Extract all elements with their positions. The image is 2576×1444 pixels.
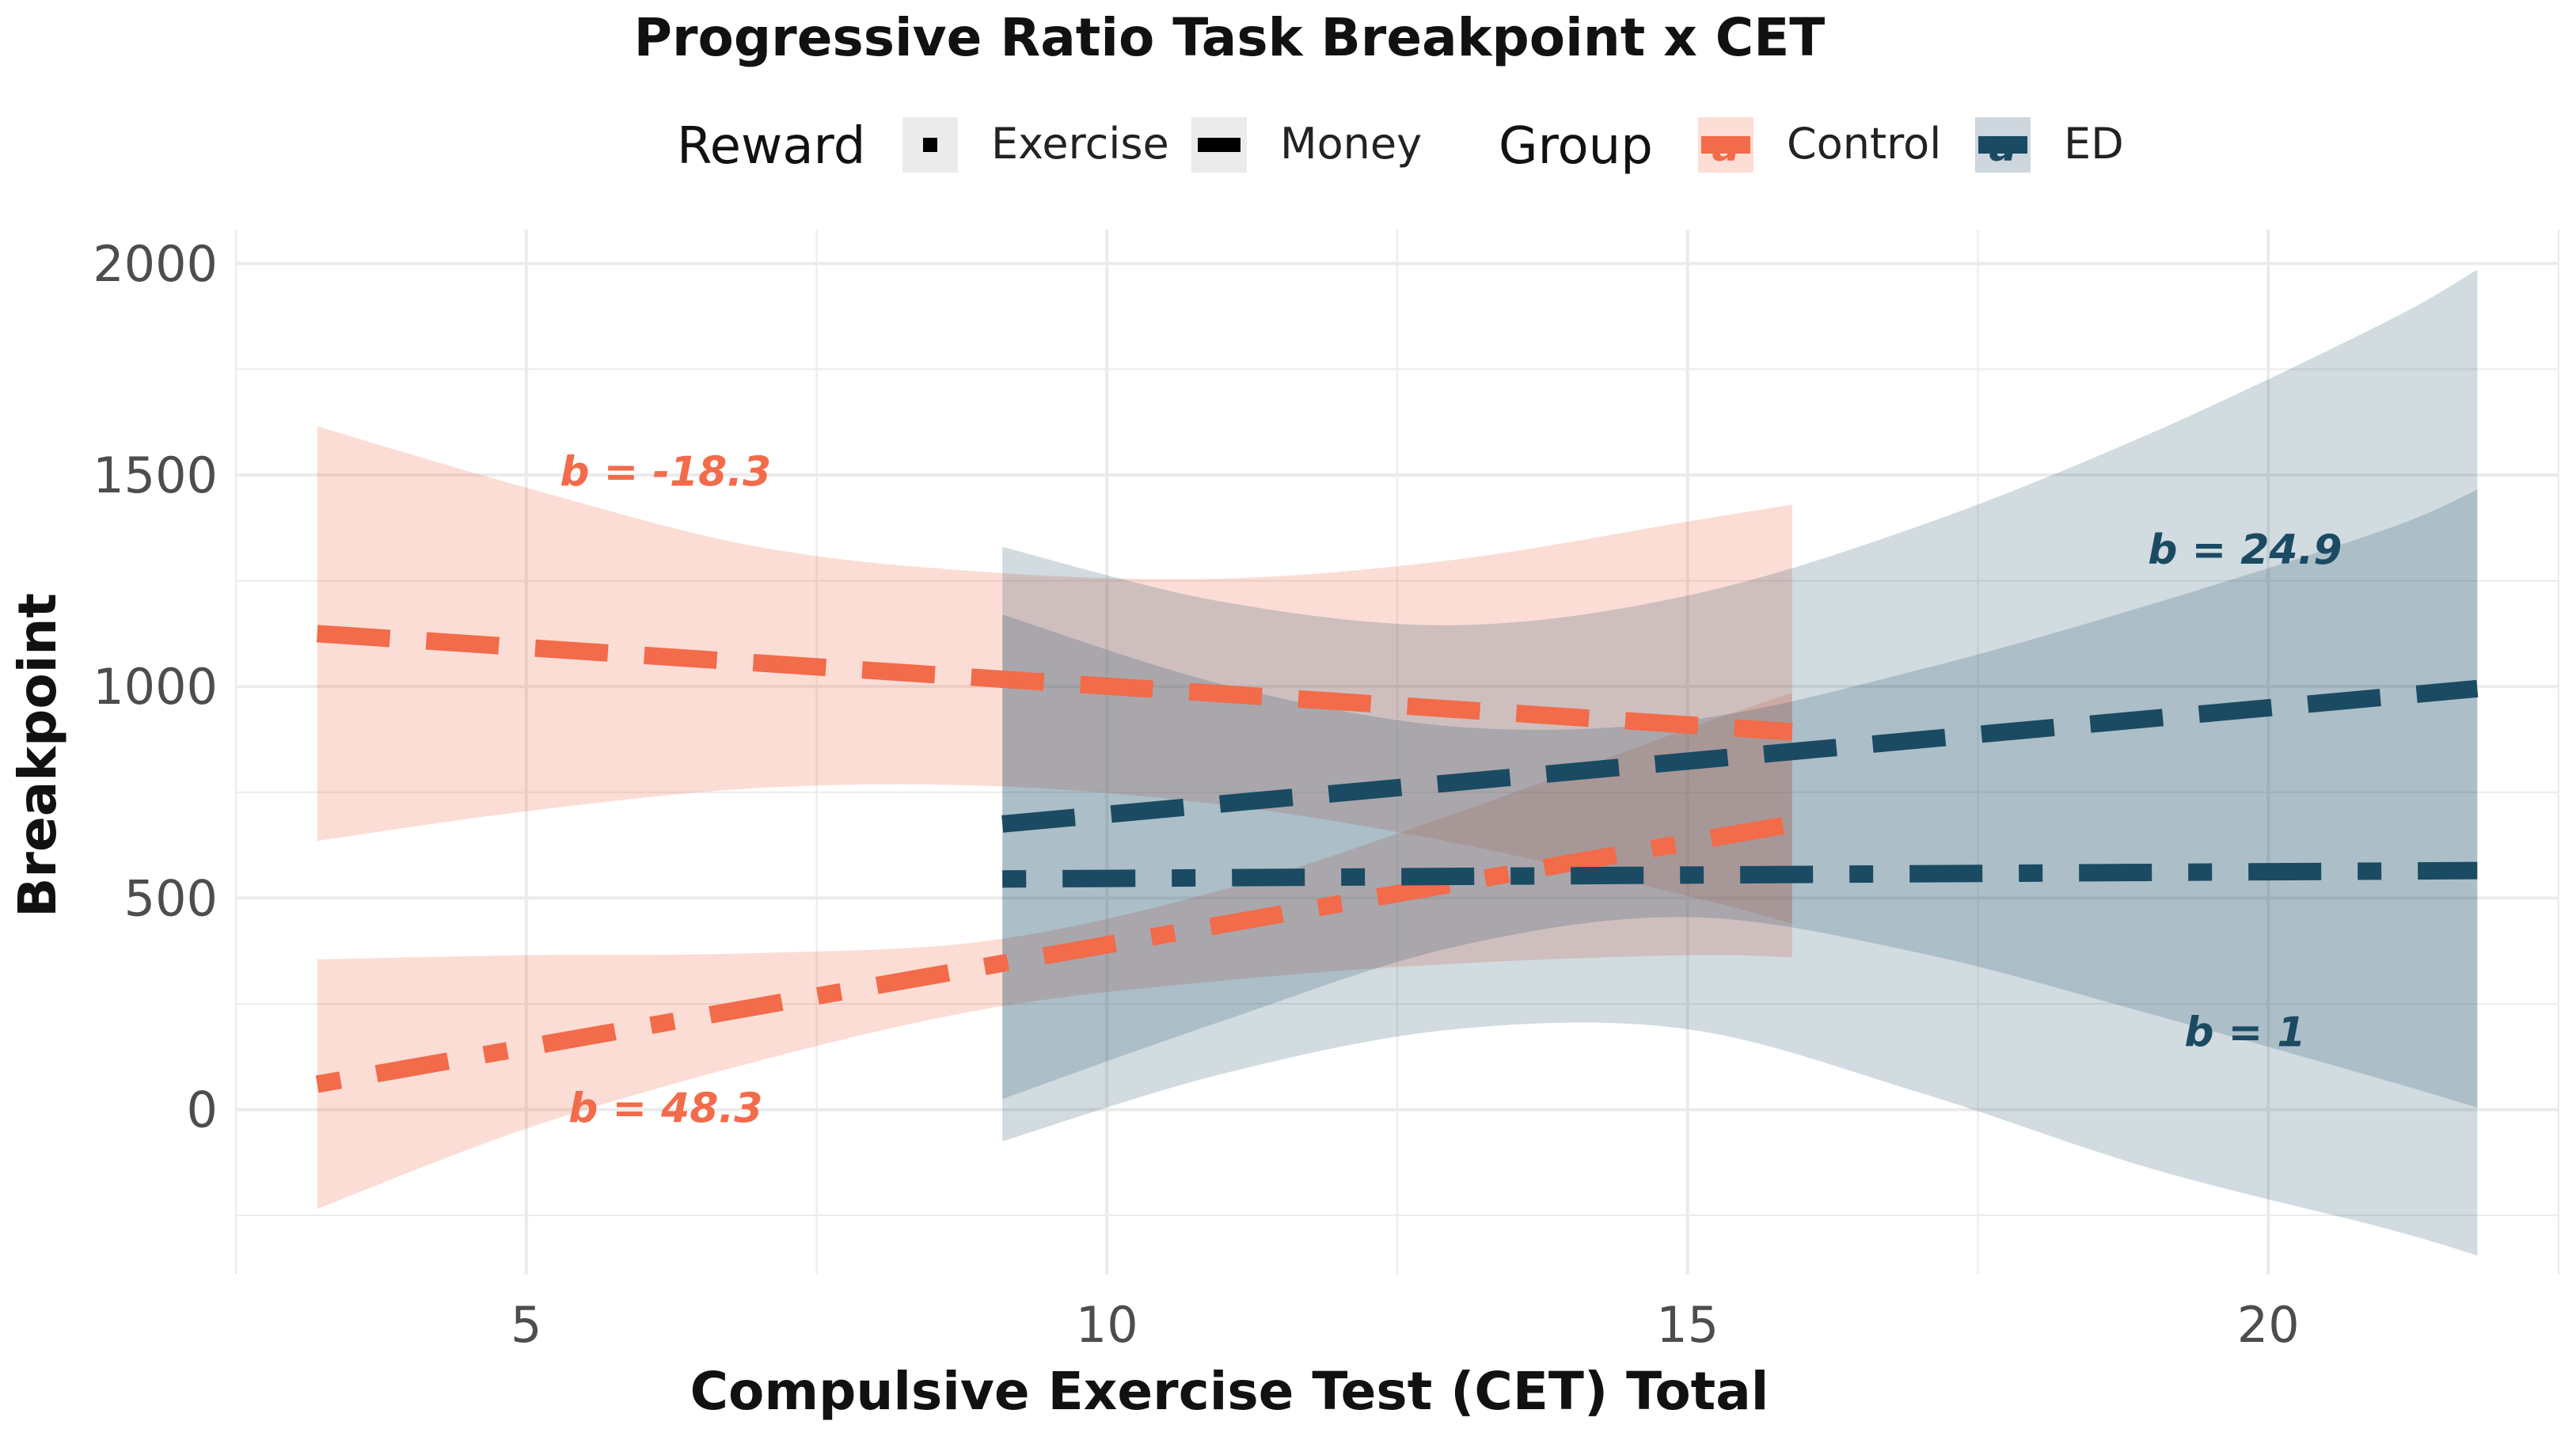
confidence-band-ed-exercise (1002, 269, 2478, 1256)
line-control-exercise (315, 815, 1794, 1093)
line-ed-exercise (1002, 861, 2478, 888)
chart-title: Progressive Ratio Task Breakpoint x CET (634, 7, 1826, 68)
confidence-band-ed-money (1002, 489, 2478, 1108)
line-control-money (316, 625, 1793, 741)
slope-annotations: b = -18.3 b = 48.3 b = 24.9 b = 1 (560, 448, 2342, 1132)
legend-label-exercise: Exercise (991, 119, 1169, 169)
legend-key-exercise (923, 138, 937, 152)
legend-reward-title: Reward (677, 117, 865, 176)
tick-labels: 5 10 15 20 0 500 1000 1500 2000 (93, 235, 2300, 1354)
slope-label-control-money: b = -18.3 (560, 448, 771, 496)
legend-label-money: Money (1280, 119, 1422, 169)
confidence-band-control-money (317, 426, 1792, 924)
x-tick-label: 5 (511, 1296, 541, 1354)
y-tick-label: 1500 (93, 446, 218, 504)
legend-label-control: Control (1787, 119, 1941, 169)
legend: Reward Group Exercise Money a Control a ED (677, 117, 2124, 176)
legend-key-ed (1978, 136, 2027, 154)
slope-label-ed-exercise: b = 1 (2184, 1009, 2305, 1056)
legend-group-title: Group (1499, 117, 1653, 176)
y-tick-label: 2000 (93, 235, 218, 293)
legend-label-ed: ED (2064, 119, 2124, 169)
regression-lines (315, 625, 2479, 1093)
slope-label-control-exercise: b = 48.3 (568, 1085, 762, 1133)
legend-key-control (1701, 136, 1750, 154)
y-tick-label: 0 (187, 1081, 218, 1139)
legend-key-glyph-ed: a (1989, 124, 2016, 171)
y-axis-title: Breakpoint (7, 593, 68, 918)
x-tick-label: 10 (1076, 1296, 1138, 1354)
legend-key-glyph-control: a (1712, 124, 1739, 171)
y-tick-label: 1000 (93, 658, 218, 716)
legend-keys: Exercise Money a Control a ED (902, 117, 2124, 173)
x-axis-title: Compulsive Exercise Test (CET) Total (690, 1361, 1769, 1422)
x-tick-label: 20 (2237, 1296, 2300, 1354)
grid (235, 230, 2559, 1275)
x-tick-label: 15 (1656, 1296, 1719, 1354)
y-tick-label: 500 (124, 869, 218, 927)
legend-key-money (1198, 138, 1241, 152)
line-ed-money (1001, 679, 2479, 833)
slope-label-ed-money: b = 24.9 (2148, 526, 2342, 574)
